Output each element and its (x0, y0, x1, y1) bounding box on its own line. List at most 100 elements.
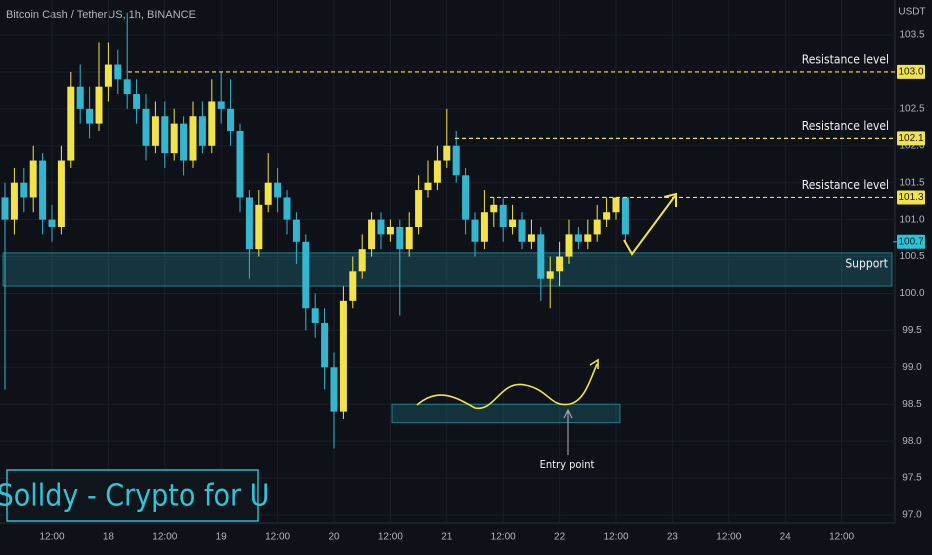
candle-body (518, 219, 526, 242)
candle-body (527, 234, 535, 242)
candle-body (396, 227, 404, 250)
y-tick-label: 98.5 (902, 399, 922, 410)
candle-body (245, 197, 253, 250)
candle-body (405, 227, 413, 250)
candle-body (161, 116, 169, 154)
candle-body (95, 86, 103, 124)
candle-body (189, 116, 197, 161)
watermark-box (6, 469, 259, 522)
x-tick-label: 12:00 (39, 532, 64, 543)
candle-body (339, 300, 347, 412)
last-price-tag (897, 234, 925, 249)
candle-body (377, 219, 385, 235)
candle-body (20, 182, 28, 198)
candle-body (443, 145, 451, 161)
y-tick-label: 99.0 (902, 362, 922, 373)
candle-body (386, 227, 394, 235)
candle-body (546, 271, 554, 279)
entry-pointer-head (563, 408, 573, 419)
candle-body (349, 271, 357, 301)
path-sketch (416, 363, 598, 409)
candle-body (264, 182, 272, 205)
candle-body (593, 219, 601, 235)
candle-body (29, 160, 37, 198)
y-tick-label: 97.0 (902, 510, 922, 521)
candle-body (104, 64, 112, 87)
x-tick-label: 18 (103, 532, 115, 543)
x-tick-label: 21 (441, 532, 453, 543)
y-tick-label: 101.0 (899, 214, 924, 225)
candle-body (255, 204, 263, 250)
candle-body (311, 308, 319, 323)
candle-body (584, 234, 592, 242)
y-tick-label: 100.5 (899, 251, 924, 262)
candle-body (217, 101, 225, 109)
x-tick-label: 12:00 (152, 532, 177, 543)
candle-body (39, 160, 47, 220)
candle-body (433, 160, 441, 183)
y-axis-label: USDT (898, 7, 925, 18)
candle-body (480, 212, 488, 242)
candle-body (565, 234, 573, 257)
x-tick-label: 12:00 (378, 532, 403, 543)
candle-body (471, 219, 479, 242)
candle-body (1, 197, 9, 220)
support-label: Support (845, 256, 888, 270)
price-tag-label: 103.0 (898, 67, 923, 78)
candle-body (114, 64, 122, 80)
candle-body (236, 131, 244, 198)
candle-body (283, 197, 291, 220)
candle-body (537, 234, 545, 279)
y-tick-label: 97.5 (902, 473, 922, 484)
last-price-label: 100.7 (898, 236, 923, 247)
candle-body (76, 86, 84, 109)
resistance-label: Resistance level (802, 178, 889, 192)
candle-body (180, 123, 188, 161)
price-tag-label: 101.3 (898, 192, 923, 203)
watermark: Solldy - Crypto for U (0, 479, 269, 514)
candle-body (170, 123, 178, 154)
arrow-head (589, 358, 599, 369)
candle-body (133, 94, 141, 109)
candle-body (198, 116, 206, 146)
candle-body (509, 219, 517, 227)
y-tick-label: 103.5 (899, 30, 924, 41)
candle-body (151, 116, 159, 146)
candle-body (499, 204, 507, 227)
y-tick-label: 98.0 (902, 436, 922, 447)
projection-arrow-head (663, 192, 677, 207)
x-tick-label: 12:00 (716, 532, 741, 543)
candle-body (208, 101, 216, 146)
resistance-label: Resistance level (802, 119, 889, 133)
x-tick-label: 24 (780, 532, 792, 543)
candle-body (358, 249, 366, 272)
candle-body (452, 145, 460, 176)
entry-zone (391, 403, 621, 424)
plot: 97.0 97.5 98.0 98.5 99.0 99.5 100.0 100.5 101.0 1… (0, 0, 925, 543)
price-tag-label: 102.1 (898, 133, 923, 144)
candle-body (123, 79, 131, 95)
x-tick-label: 22 (554, 532, 566, 543)
y-tick-label: 101.5 (899, 177, 924, 188)
entry-label: Entry point (540, 458, 595, 471)
chart-title: Bitcoin Cash / TetherUS, 1h, BINANCE (6, 9, 196, 21)
y-tick-label: 102.5 (899, 103, 924, 114)
candle-body (603, 212, 611, 220)
projection-arrow (623, 195, 676, 256)
candle-body (321, 323, 329, 368)
candle-body (556, 256, 564, 272)
y-tick-label: 100.0 (899, 288, 924, 299)
y-tick-label: 102.0 (899, 140, 924, 151)
price-tag (897, 190, 925, 205)
y-tick-label: 99.5 (902, 325, 922, 336)
candle-body (330, 367, 338, 412)
x-tick-label: 12:00 (265, 532, 290, 543)
x-tick-label: 19 (216, 532, 228, 543)
x-tick-label: 12:00 (603, 532, 628, 543)
candle-body (274, 182, 282, 198)
candle-body (574, 234, 582, 242)
x-tick-label: 12:00 (491, 532, 516, 543)
price-tag (897, 131, 925, 146)
